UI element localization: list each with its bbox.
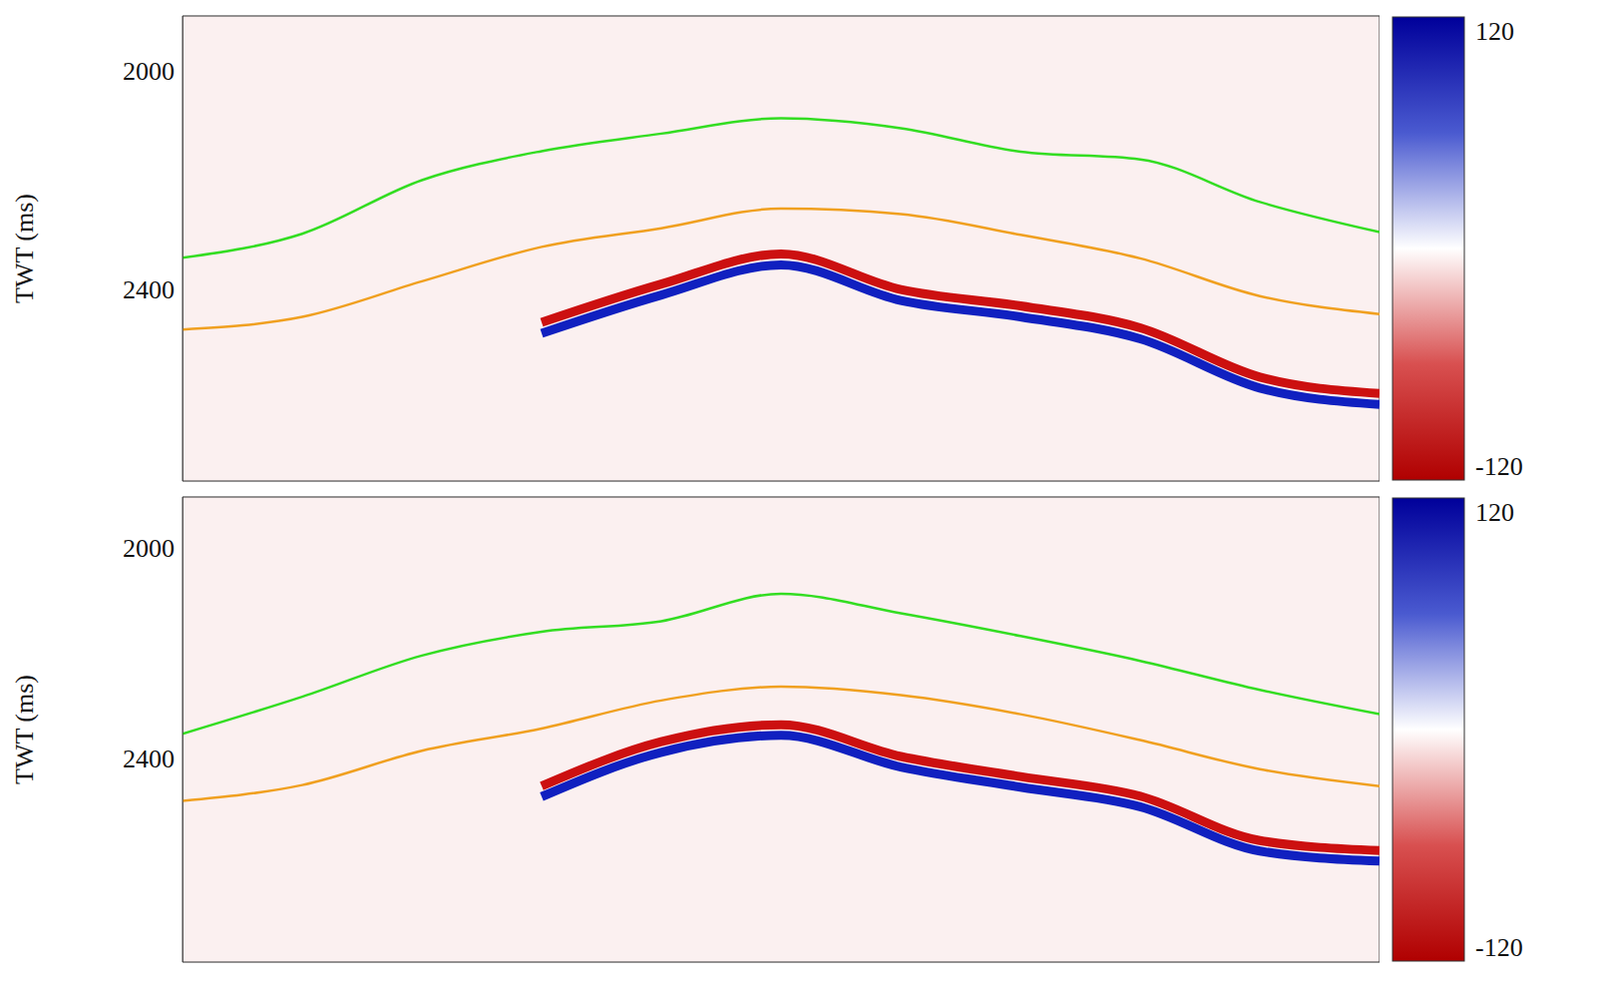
svg-text:-120: -120 [1475, 932, 1524, 962]
svg-text:-120: -120 [1475, 451, 1524, 481]
svg-text:2400: 2400 [122, 744, 175, 774]
svg-text:2000: 2000 [122, 533, 175, 563]
svg-text:120: 120 [1475, 497, 1515, 527]
svg-text:TWT (ms): TWT (ms) [9, 193, 39, 304]
svg-text:2400: 2400 [122, 275, 175, 305]
svg-text:2000: 2000 [122, 56, 175, 86]
svg-text:TWT (ms): TWT (ms) [9, 674, 39, 785]
svg-text:120: 120 [1475, 16, 1515, 46]
